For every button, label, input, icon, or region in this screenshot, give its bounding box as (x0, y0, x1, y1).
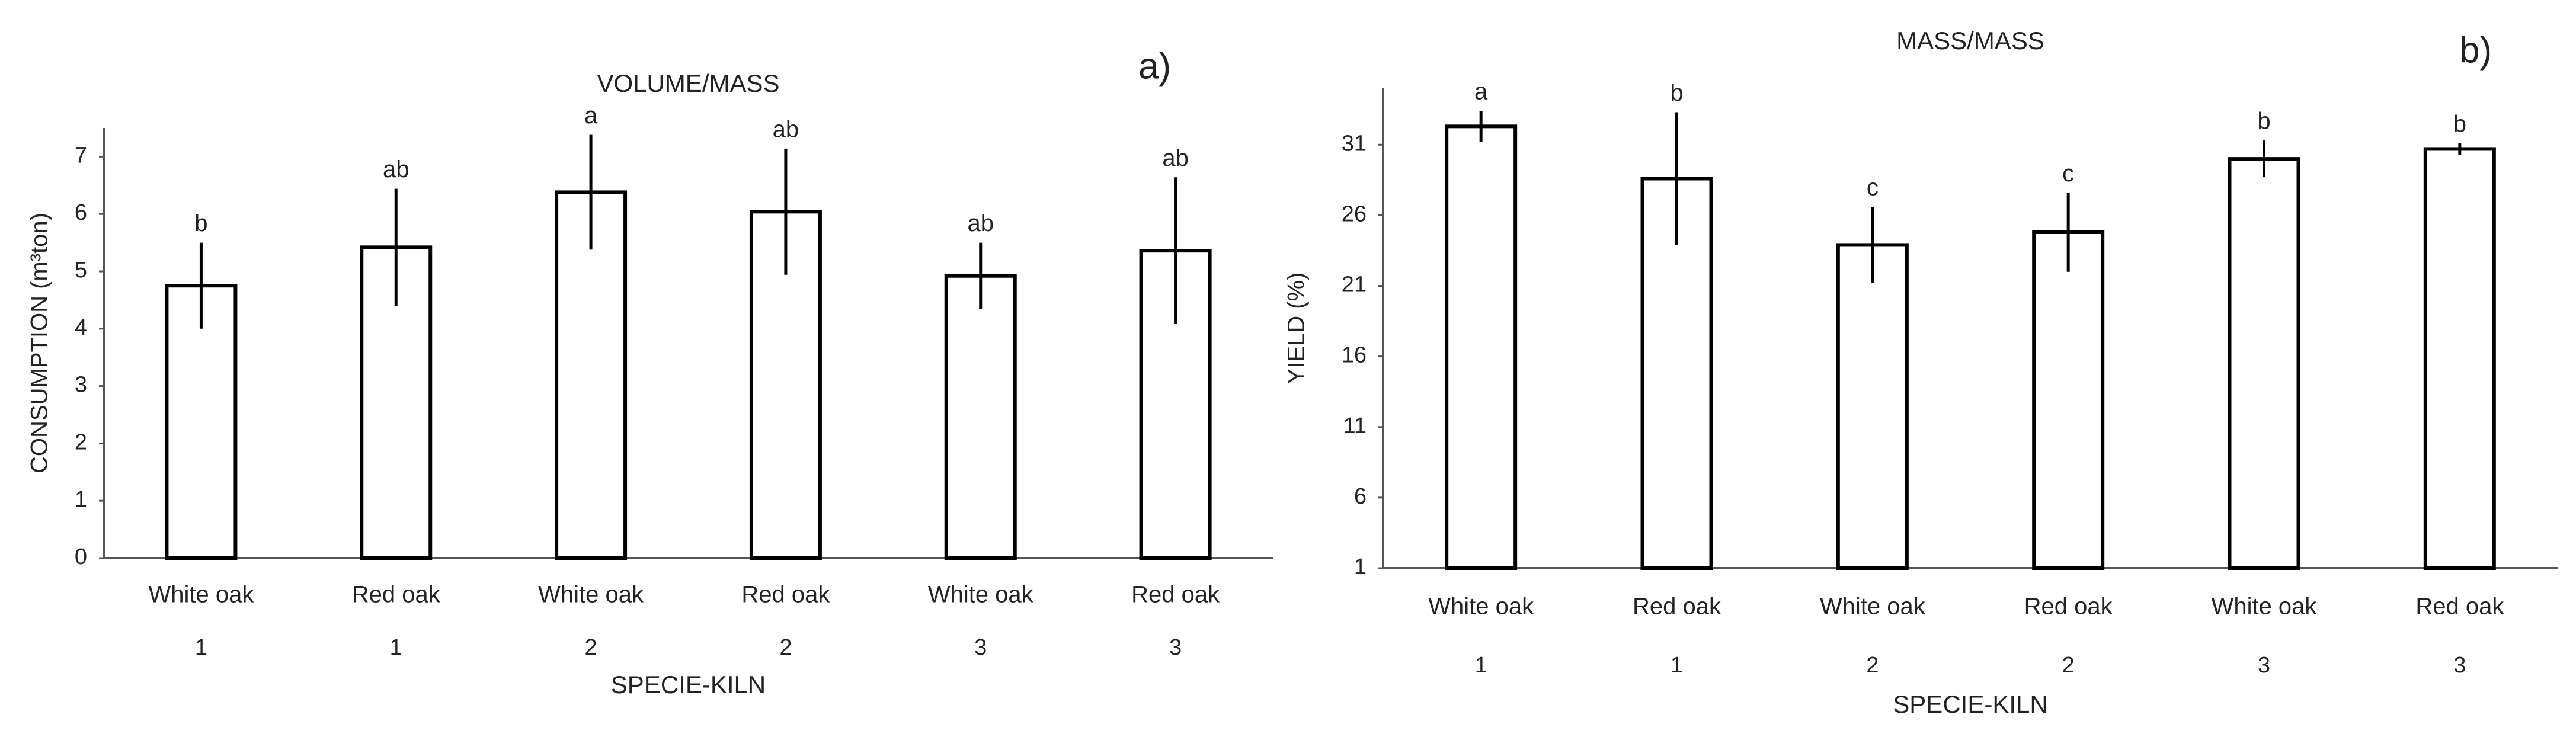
y-tick-label: 16 (1342, 343, 1367, 368)
x-tick-label: White oak (1820, 594, 1926, 620)
x-tick-label: Red oak (1633, 594, 1721, 620)
x-tick-label: Red oak (352, 582, 441, 608)
significance-letter: b (2453, 111, 2466, 137)
x-tick-label: Red oak (2024, 594, 2113, 620)
y-tick-label: 3 (75, 373, 87, 398)
x-axis-label: SPECIE-KILN (611, 671, 766, 699)
x-tick-label: White oak (148, 582, 254, 608)
y-tick-label: 7 (75, 143, 87, 168)
x-tick-label-kiln: 2 (585, 635, 597, 660)
y-tick-label: 0 (75, 544, 87, 569)
significance-letter: ab (968, 210, 994, 236)
y-tick-label: 1 (1354, 555, 1367, 579)
y-tick-label: 31 (1342, 131, 1367, 156)
x-tick-label-kiln: 2 (1866, 653, 1879, 678)
y-tick-label: 5 (75, 258, 87, 283)
x-axis-label: SPECIE-KILN (1893, 690, 2047, 718)
y-axis-label: YIELD (%) (1284, 273, 1310, 385)
bar (944, 274, 1017, 560)
bar (2228, 157, 2300, 570)
y-tick-label: 4 (75, 315, 87, 340)
significance-letter: c (1867, 175, 1879, 201)
significance-letter: b (194, 210, 207, 236)
significance-letter: c (2062, 161, 2074, 187)
bar (1836, 243, 1909, 570)
x-tick-label-kiln: 3 (1169, 635, 1182, 660)
y-axis-label: CONSUMPTION (m³ton) (27, 213, 53, 473)
y-tick-label: 21 (1342, 273, 1367, 297)
chart-title: VOLUME/MASS (597, 69, 779, 97)
x-tick-label-kiln: 1 (390, 635, 402, 660)
significance-letter: b (2257, 108, 2270, 134)
x-tick-label-kiln: 2 (779, 635, 792, 660)
significance-letter: ab (773, 116, 799, 142)
significance-letter: ab (1162, 145, 1189, 171)
y-tick-label: 6 (75, 200, 87, 225)
y-tick-label: 6 (1354, 484, 1367, 509)
significance-letter: a (584, 102, 598, 129)
x-tick-label: White oak (2212, 594, 2318, 620)
significance-letter: a (1474, 79, 1488, 105)
x-tick-label-kiln: 1 (1475, 653, 1487, 678)
x-tick-label: White oak (928, 582, 1034, 608)
x-tick-label-kiln: 1 (1671, 653, 1683, 678)
y-tick-label: 11 (1343, 414, 1367, 438)
x-tick-label: White oak (538, 582, 644, 608)
x-tick-label-kiln: 1 (195, 635, 207, 660)
y-tick-label: 2 (75, 430, 87, 454)
panel-label: b) (2459, 30, 2492, 71)
bar (2032, 230, 2105, 570)
y-tick-label: 26 (1342, 201, 1367, 226)
x-tick-label-kiln: 3 (974, 635, 987, 660)
bar (2423, 147, 2496, 571)
x-tick-label: Red oak (1131, 582, 1220, 608)
x-tick-label: Red oak (2415, 594, 2504, 620)
y-tick-label: 1 (75, 487, 87, 512)
significance-letter: ab (383, 156, 409, 182)
bar (1445, 124, 1518, 570)
x-tick-label-kiln: 2 (2062, 653, 2075, 678)
x-tick-label-kiln: 3 (2258, 653, 2270, 678)
x-tick-label: Red oak (741, 582, 830, 608)
x-tick-label-kiln: 3 (2453, 653, 2466, 678)
significance-letter: b (1670, 80, 1683, 106)
panel-label: a) (1138, 46, 1171, 87)
chart-title: MASS/MASS (1896, 27, 2044, 55)
x-tick-label: White oak (1428, 594, 1534, 620)
